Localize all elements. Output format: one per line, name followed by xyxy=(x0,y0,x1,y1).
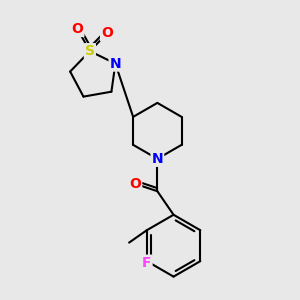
Text: N: N xyxy=(152,152,163,166)
Text: O: O xyxy=(129,177,141,191)
Text: O: O xyxy=(101,26,113,40)
Text: N: N xyxy=(110,57,121,70)
Text: F: F xyxy=(142,256,152,270)
Text: O: O xyxy=(72,22,83,36)
Text: S: S xyxy=(85,44,95,58)
